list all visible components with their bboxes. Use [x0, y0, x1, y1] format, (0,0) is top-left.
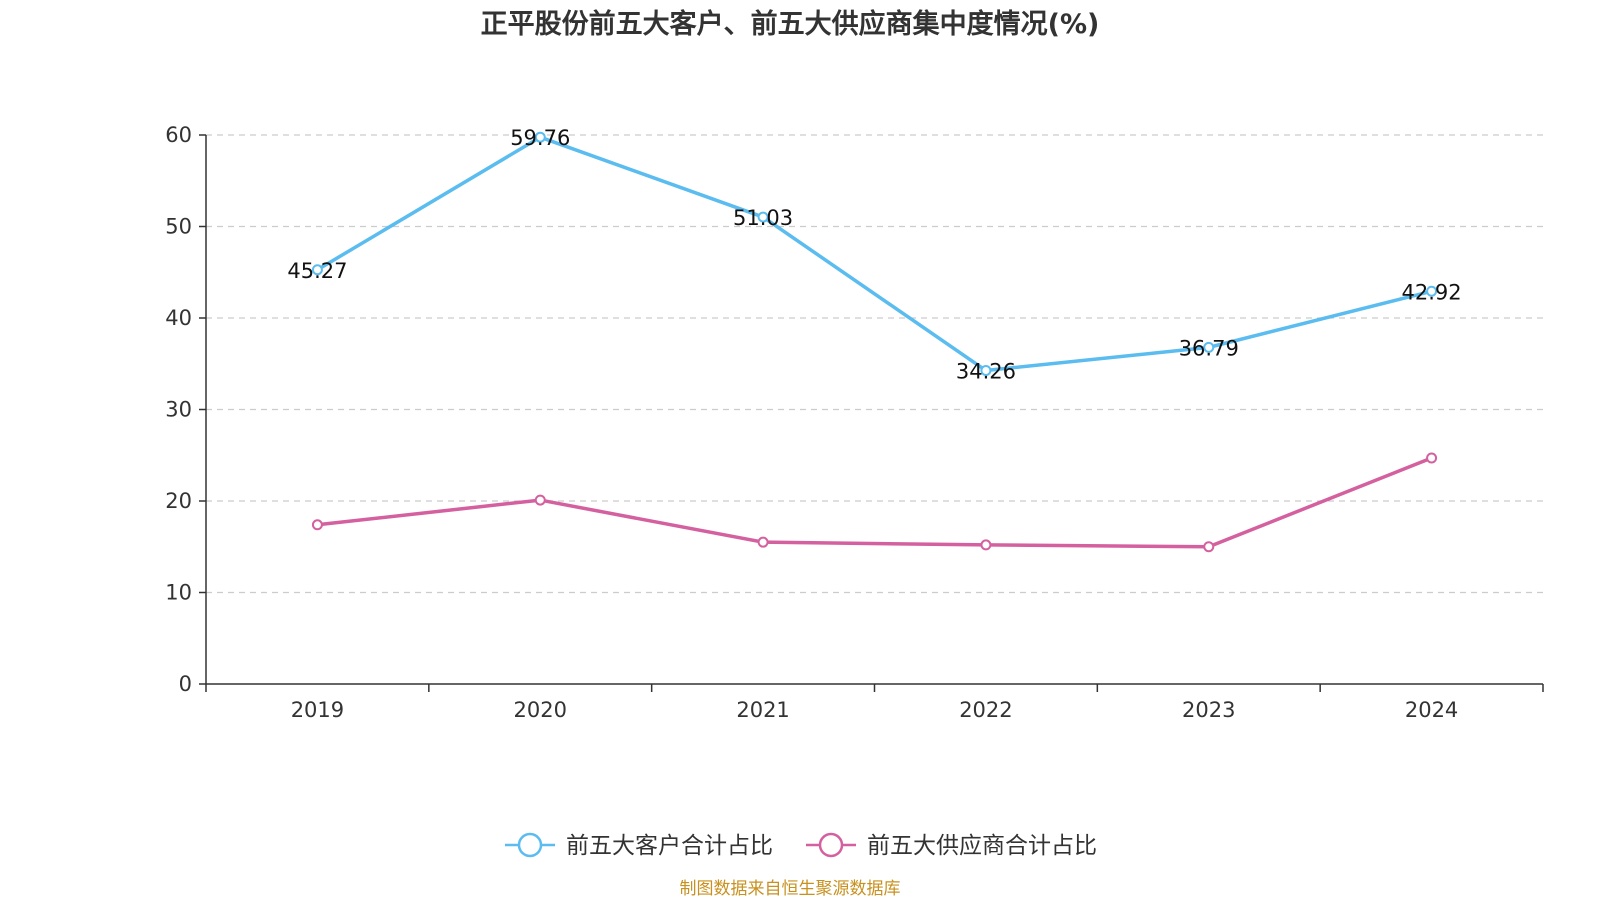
y-tick-label: 10 — [165, 581, 192, 605]
y-tick-label: 30 — [165, 398, 192, 422]
data-label: 45.27 — [287, 259, 347, 283]
data-label: 42.92 — [1402, 280, 1462, 304]
legend-label: 前五大客户合计占比 — [566, 833, 773, 859]
data-point — [757, 536, 769, 548]
data-label: 36.79 — [1179, 336, 1239, 360]
y-tick-label: 50 — [165, 215, 192, 239]
series-line — [317, 456, 1433, 549]
data-label: 34.26 — [956, 360, 1016, 384]
y-tick-label: 40 — [165, 306, 192, 330]
x-tick-label: 2022 — [959, 698, 1012, 722]
source-note: 制图数据来自恒生聚源数据库 — [680, 879, 901, 899]
y-tick-label: 20 — [165, 489, 192, 513]
legend-item: 前五大供应商合计占比 — [806, 832, 1097, 859]
x-tick-label: 2021 — [736, 698, 789, 722]
series-1: 45.27 59.76 51.03 34.26 36.79 42.92 — [287, 126, 1461, 383]
data-label: 51.03 — [733, 206, 793, 230]
x-tick-label: 2023 — [1182, 698, 1235, 722]
legend-label: 前五大供应商合计占比 — [867, 833, 1097, 859]
x-tick-label: 2020 — [514, 698, 567, 722]
y-tick-label: 60 — [165, 123, 192, 147]
legend-marker — [818, 832, 844, 858]
data-point — [980, 365, 992, 377]
chart-title: 正平股份前五大客户、前五大供应商集中度情况(%) — [481, 8, 1100, 40]
series-line — [316, 135, 1433, 373]
data-point — [1203, 341, 1215, 353]
axes: 0 10 20 30 40 50 60 2019 2020 2021 2022 2023 2024 — [165, 123, 1544, 722]
data-point — [534, 131, 546, 143]
data-point — [1426, 285, 1438, 297]
data-point — [1203, 541, 1215, 553]
legend-marker — [517, 832, 543, 858]
series-2 — [311, 452, 1438, 553]
data-point — [311, 264, 323, 276]
legend: 前五大客户合计占比 前五大供应商合计占比 — [505, 832, 1097, 859]
data-point — [1426, 452, 1438, 464]
series-layer: 45.27 59.76 51.03 34.26 36.79 42.92 — [287, 126, 1462, 553]
data-point — [757, 211, 769, 223]
legend-item: 前五大客户合计占比 — [505, 832, 773, 859]
x-tick-label: 2024 — [1405, 698, 1458, 722]
data-label: 59.76 — [510, 126, 570, 150]
x-tick-label: 2019 — [291, 698, 344, 722]
data-point — [980, 539, 992, 551]
data-point — [311, 519, 323, 531]
gridlines — [206, 134, 1543, 594]
y-tick-label: 0 — [179, 672, 192, 696]
data-point — [534, 494, 546, 506]
